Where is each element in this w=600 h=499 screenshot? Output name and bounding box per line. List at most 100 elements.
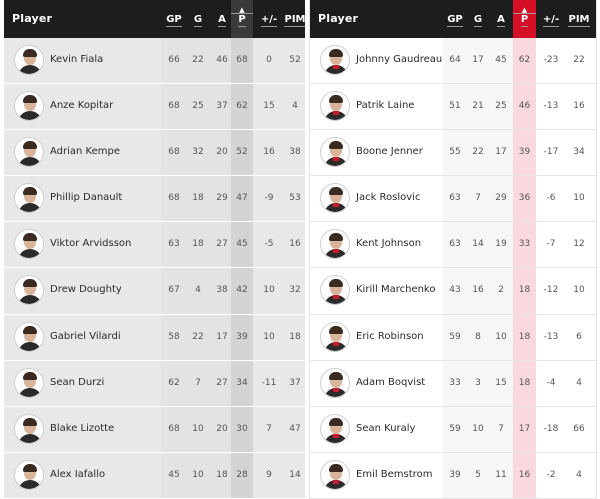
player-column-header[interactable]: Player: [318, 12, 359, 25]
games-played-column-header[interactable]: GP: [443, 0, 467, 38]
table-row[interactable]: Drew Doughty 67 4 38 42 10 32: [4, 268, 305, 315]
table-row[interactable]: Adrian Kempe 68 32 20 52 16 38: [4, 130, 305, 177]
games-played-cell: 39: [449, 469, 461, 480]
penalty-minutes-cell: 53: [289, 193, 301, 204]
games-played-cell: 68: [168, 101, 180, 112]
goals-cell: 17: [472, 55, 484, 65]
assists-header-label: A: [497, 14, 505, 27]
points-column-header[interactable]: ▲ P: [231, 0, 253, 38]
table-row[interactable]: Alex Iafallo 45 10 18 28 9 14: [4, 453, 305, 499]
sort-ascending-icon: ▲: [513, 6, 536, 14]
games-played-cell: 62: [168, 377, 180, 388]
games-played-cell: 58: [168, 331, 180, 342]
table-row[interactable]: Anze Kopitar 68 25 37 62 15 4: [4, 84, 305, 131]
player-headshot-icon: [320, 275, 350, 306]
assists-cell: 27: [216, 239, 228, 250]
table-row[interactable]: Kent Johnson 63 14 19 33 -7 12: [310, 222, 596, 269]
table-row[interactable]: Eric Robinson 59 8 10 18 -13 6: [310, 315, 596, 361]
goals-cell: 32: [192, 147, 204, 158]
assists-column-header[interactable]: A: [490, 0, 512, 38]
player-headshot-icon: [320, 229, 350, 260]
player-name-link[interactable]: Johnny Gaudreau: [356, 54, 443, 65]
games-played-cell: 68: [168, 423, 180, 434]
table-header: Player GP G A ▲ P +/- PIM: [310, 0, 596, 38]
player-name-link[interactable]: Jack Roslovic: [356, 192, 421, 204]
plus-minus-column-header[interactable]: +/-: [538, 0, 564, 38]
table-row[interactable]: Viktor Arvidsson 63 18 27 45 -5 16: [4, 222, 305, 269]
plus-minus-column-header[interactable]: +/-: [256, 0, 282, 38]
player-name-link[interactable]: Drew Doughty: [50, 284, 122, 296]
points-cell: 62: [236, 101, 248, 112]
player-name-link[interactable]: Anze Kopitar: [50, 100, 114, 112]
table-row[interactable]: Gabriel Vilardi 58 22 17 39 10 18: [4, 315, 305, 361]
points-cell: 39: [518, 147, 531, 158]
goals-column-header[interactable]: G: [467, 0, 489, 38]
player-name-link[interactable]: Emil Bemstrom: [356, 468, 433, 480]
player-name-link[interactable]: Blake Lizotte: [50, 422, 115, 434]
player-name-link[interactable]: Gabriel Vilardi: [50, 330, 121, 342]
player-column-header[interactable]: Player: [12, 12, 53, 25]
points-cell: 18: [518, 331, 531, 342]
points-cell: 16: [518, 469, 531, 480]
player-headshot-icon: [14, 275, 44, 306]
player-name-link[interactable]: Alex Iafallo: [50, 468, 106, 480]
player-name-link[interactable]: Boone Jenner: [356, 146, 423, 158]
games-played-cell: 59: [449, 331, 461, 342]
goals-column-header[interactable]: G: [186, 0, 210, 38]
table-row[interactable]: Phillip Danault 68 18 29 47 -9 53: [4, 176, 305, 223]
points-cell: 62: [518, 55, 531, 65]
penalty-minutes-cell: 12: [573, 239, 585, 250]
player-name-link[interactable]: Kent Johnson: [356, 238, 422, 250]
right-stats-table: Player GP G A ▲ P +/- PIM Johnny Gaudreau 64 17 45 6…: [309, 0, 597, 499]
penalty-minutes-cell: 6: [576, 331, 582, 342]
points-cell: 18: [518, 285, 531, 296]
penalty-minutes-cell: 10: [573, 285, 585, 296]
table-row[interactable]: Blake Lizotte 68 10 20 30 7 47: [4, 407, 305, 453]
games-played-column-header[interactable]: GP: [162, 0, 186, 38]
player-name-link[interactable]: Adam Boqvist: [356, 376, 426, 388]
goals-cell: 8: [475, 331, 481, 342]
plus-minus-cell: -7: [546, 239, 556, 250]
points-column-header[interactable]: ▲ P: [513, 0, 536, 38]
player-name-link[interactable]: Phillip Danault: [50, 192, 123, 204]
player-name-link[interactable]: Kirill Marchenko: [356, 284, 436, 296]
table-row[interactable]: Patrik Laine 51 21 25 46 -13 16: [310, 84, 596, 131]
table-row[interactable]: Adam Boqvist 33 3 15 18 -4 4: [310, 361, 596, 407]
left-stats-table: Player GP G A ▲ P +/- PIM Kevin Fiala 66 22 46 68 0 52…: [4, 0, 305, 499]
games-played-header-label: GP: [166, 14, 182, 27]
player-name-link[interactable]: Adrian Kempe: [50, 146, 120, 158]
table-body: Johnny Gaudreau 64 17 45 62 -23 22 Patrik Laine…: [310, 38, 596, 499]
player-headshot-icon: [14, 413, 44, 444]
games-played-header-label: GP: [447, 14, 463, 27]
games-played-cell: 51: [449, 101, 461, 112]
player-name-link[interactable]: Sean Kuraly: [356, 422, 416, 434]
table-row[interactable]: Emil Bemstrom 39 5 11 16 -2 4: [310, 453, 596, 499]
player-name-link[interactable]: Kevin Fiala: [50, 54, 104, 65]
player-name-link[interactable]: Eric Robinson: [356, 330, 424, 342]
assists-column-header[interactable]: A: [210, 0, 234, 38]
player-name-link[interactable]: Sean Durzi: [50, 376, 105, 388]
plus-minus-cell: -5: [264, 239, 274, 250]
player-headshot-icon: [14, 321, 44, 352]
player-name-link[interactable]: Patrik Laine: [356, 100, 415, 112]
assists-cell: 10: [495, 331, 507, 342]
goals-header-label: G: [193, 14, 203, 27]
player-headshot-icon: [14, 45, 44, 75]
table-row[interactable]: Jack Roslovic 63 7 29 36 -6 10: [310, 176, 596, 223]
table-row[interactable]: Sean Kuraly 59 10 7 17 -18 66: [310, 407, 596, 453]
penalty-minutes-column-header[interactable]: PIM: [566, 0, 592, 38]
points-cell: 17: [518, 423, 531, 434]
goals-cell: 18: [192, 239, 204, 250]
points-cell: 33: [518, 239, 531, 250]
goals-cell: 21: [472, 101, 484, 112]
table-row[interactable]: Boone Jenner 55 22 17 39 -17 34: [310, 130, 596, 177]
table-row[interactable]: Sean Durzi 62 7 27 34 -11 37: [4, 361, 305, 407]
player-name-link[interactable]: Viktor Arvidsson: [50, 238, 132, 250]
sorted-column-highlight: [231, 38, 253, 499]
table-row[interactable]: Johnny Gaudreau 64 17 45 62 -23 22: [310, 38, 596, 85]
penalty-minutes-column-header[interactable]: PIM: [282, 0, 305, 38]
table-row[interactable]: Kevin Fiala 66 22 46 68 0 52: [4, 38, 305, 85]
plus-minus-cell: 16: [263, 147, 275, 158]
table-row[interactable]: Kirill Marchenko 43 16 2 18 -12 10: [310, 268, 596, 315]
player-headshot-icon: [14, 91, 44, 122]
